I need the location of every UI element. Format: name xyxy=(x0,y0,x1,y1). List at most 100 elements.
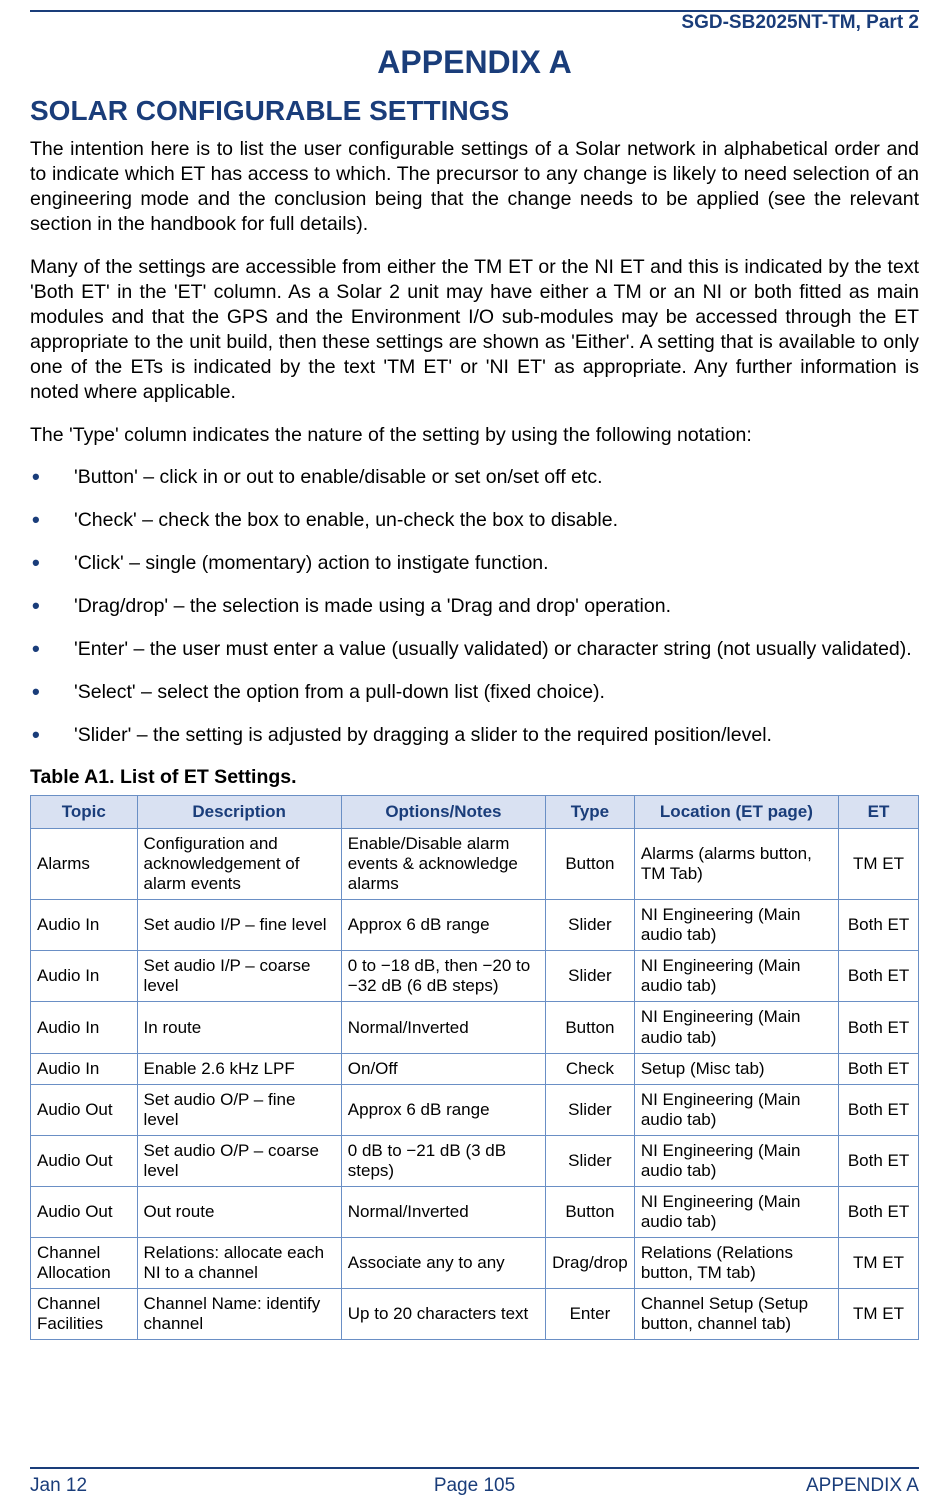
page: SGD-SB2025NT-TM, Part 2 APPENDIX A SOLAR… xyxy=(0,0,949,1511)
table-caption: Table A1. List of ET Settings. xyxy=(30,766,919,789)
table-cell: Normal/Inverted xyxy=(341,1002,545,1053)
doc-id: SGD-SB2025NT-TM, Part 2 xyxy=(30,10,919,34)
list-item: 'Check' – check the box to enable, un-ch… xyxy=(30,508,919,533)
table-cell: 0 dB to −21 dB (3 dB steps) xyxy=(341,1135,545,1186)
table-cell: Audio Out xyxy=(31,1084,138,1135)
footer-rule xyxy=(30,1467,919,1469)
table-cell: Both ET xyxy=(839,1053,919,1084)
table-cell: Set audio O/P – fine level xyxy=(137,1084,341,1135)
paragraph-3: The 'Type' column indicates the nature o… xyxy=(30,423,919,448)
th-et: ET xyxy=(839,796,919,829)
th-type: Type xyxy=(546,796,635,829)
table-cell: Setup (Misc tab) xyxy=(634,1053,838,1084)
table-row: Audio InSet audio I/P – coarse level0 to… xyxy=(31,951,919,1002)
table-cell: Channel Allocation xyxy=(31,1237,138,1288)
th-description: Description xyxy=(137,796,341,829)
table-cell: NI Engineering (Main audio tab) xyxy=(634,951,838,1002)
table-cell: Approx 6 dB range xyxy=(341,900,545,951)
table-row: Audio InIn routeNormal/InvertedButtonNI … xyxy=(31,1002,919,1053)
table-cell: Channel Facilities xyxy=(31,1289,138,1340)
table-cell: Check xyxy=(546,1053,635,1084)
table-cell: Alarms (alarms button, TM Tab) xyxy=(634,829,838,900)
footer-page: Page 105 xyxy=(326,1475,622,1497)
table-cell: NI Engineering (Main audio tab) xyxy=(634,1135,838,1186)
table-cell: Normal/Inverted xyxy=(341,1186,545,1237)
table-cell: Up to 20 characters text xyxy=(341,1289,545,1340)
type-notation-list: 'Button' – click in or out to enable/dis… xyxy=(30,465,919,748)
table-cell: Button xyxy=(546,1186,635,1237)
table-cell: Audio Out xyxy=(31,1186,138,1237)
list-item: 'Button' – click in or out to enable/dis… xyxy=(30,465,919,490)
table-cell: NI Engineering (Main audio tab) xyxy=(634,900,838,951)
table-cell: Channel Setup (Setup button, channel tab… xyxy=(634,1289,838,1340)
table-cell: Audio In xyxy=(31,1002,138,1053)
table-cell: Associate any to any xyxy=(341,1237,545,1288)
table-cell: TM ET xyxy=(839,1237,919,1288)
table-cell: Enable/Disable alarm events & acknowledg… xyxy=(341,829,545,900)
table-cell: Audio Out xyxy=(31,1135,138,1186)
th-location: Location (ET page) xyxy=(634,796,838,829)
paragraph-2: Many of the settings are accessible from… xyxy=(30,255,919,405)
table-cell: Both ET xyxy=(839,1002,919,1053)
table-row: Audio InSet audio I/P – fine levelApprox… xyxy=(31,900,919,951)
table-cell: Enable 2.6 kHz LPF xyxy=(137,1053,341,1084)
list-item: 'Drag/drop' – the selection is made usin… xyxy=(30,594,919,619)
table-cell: NI Engineering (Main audio tab) xyxy=(634,1002,838,1053)
appendix-title: APPENDIX A xyxy=(30,44,919,81)
table-cell: Slider xyxy=(546,1135,635,1186)
th-topic: Topic xyxy=(31,796,138,829)
table-cell: Audio In xyxy=(31,1053,138,1084)
table-cell: Slider xyxy=(546,951,635,1002)
table-row: Channel FacilitiesChannel Name: identify… xyxy=(31,1289,919,1340)
table-cell: Slider xyxy=(546,1084,635,1135)
footer-date: Jan 12 xyxy=(30,1475,326,1497)
table-row: Channel AllocationRelations: allocate ea… xyxy=(31,1237,919,1288)
section-title: SOLAR CONFIGURABLE SETTINGS xyxy=(30,95,919,127)
table-cell: Audio In xyxy=(31,900,138,951)
table-cell: NI Engineering (Main audio tab) xyxy=(634,1084,838,1135)
table-cell: Slider xyxy=(546,900,635,951)
footer-row: Jan 12 Page 105 APPENDIX A xyxy=(30,1475,919,1497)
list-item: 'Enter' – the user must enter a value (u… xyxy=(30,637,919,662)
table-cell: Configuration and acknowledgement of ala… xyxy=(137,829,341,900)
list-item: 'Slider' – the setting is adjusted by dr… xyxy=(30,723,919,748)
table-row: Audio OutSet audio O/P – coarse level0 d… xyxy=(31,1135,919,1186)
table-cell: TM ET xyxy=(839,829,919,900)
table-cell: Button xyxy=(546,829,635,900)
table-cell: On/Off xyxy=(341,1053,545,1084)
table-cell: Both ET xyxy=(839,1135,919,1186)
paragraph-1: The intention here is to list the user c… xyxy=(30,137,919,237)
table-cell: Relations: allocate each NI to a channel xyxy=(137,1237,341,1288)
table-cell: Relations (Relations button, TM tab) xyxy=(634,1237,838,1288)
table-cell: TM ET xyxy=(839,1289,919,1340)
table-cell: Audio In xyxy=(31,951,138,1002)
th-options: Options/Notes xyxy=(341,796,545,829)
table-cell: Drag/drop xyxy=(546,1237,635,1288)
settings-table: Topic Description Options/Notes Type Loc… xyxy=(30,795,919,1340)
table-cell: In route xyxy=(137,1002,341,1053)
table-cell: Channel Name: identify channel xyxy=(137,1289,341,1340)
table-cell: Out route xyxy=(137,1186,341,1237)
table-header-row: Topic Description Options/Notes Type Loc… xyxy=(31,796,919,829)
list-item: 'Select' – select the option from a pull… xyxy=(30,680,919,705)
table-cell: Set audio I/P – fine level xyxy=(137,900,341,951)
table-cell: Both ET xyxy=(839,900,919,951)
table-row: AlarmsConfiguration and acknowledgement … xyxy=(31,829,919,900)
list-item: 'Click' – single (momentary) action to i… xyxy=(30,551,919,576)
table-cell: Approx 6 dB range xyxy=(341,1084,545,1135)
table-cell: Button xyxy=(546,1002,635,1053)
table-cell: NI Engineering (Main audio tab) xyxy=(634,1186,838,1237)
footer-appendix: APPENDIX A xyxy=(623,1475,919,1497)
table-row: Audio OutSet audio O/P – fine levelAppro… xyxy=(31,1084,919,1135)
table-cell: Both ET xyxy=(839,1084,919,1135)
table-cell: 0 to −18 dB, then −20 to −32 dB (6 dB st… xyxy=(341,951,545,1002)
table-cell: Set audio I/P – coarse level xyxy=(137,951,341,1002)
table-cell: Both ET xyxy=(839,1186,919,1237)
table-row: Audio OutOut routeNormal/InvertedButtonN… xyxy=(31,1186,919,1237)
table-cell: Alarms xyxy=(31,829,138,900)
table-row: Audio InEnable 2.6 kHz LPFOn/OffCheckSet… xyxy=(31,1053,919,1084)
table-cell: Set audio O/P – coarse level xyxy=(137,1135,341,1186)
table-cell: Enter xyxy=(546,1289,635,1340)
footer: Jan 12 Page 105 APPENDIX A xyxy=(30,1467,919,1497)
table-cell: Both ET xyxy=(839,951,919,1002)
